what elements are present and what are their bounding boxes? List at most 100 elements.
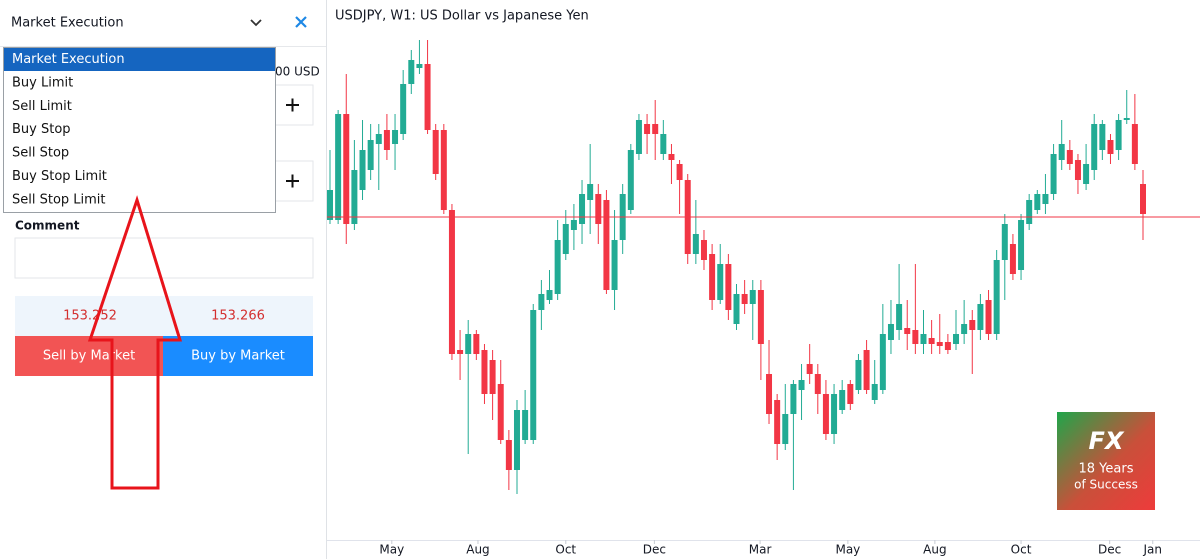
sell-button[interactable] [15, 336, 163, 376]
order-type-option[interactable]: Sell Stop Limit [12, 192, 106, 207]
close-button[interactable] [295, 16, 307, 28]
candle-body [863, 350, 870, 390]
candle-body [1050, 154, 1057, 194]
x-tick-label: Oct [555, 543, 576, 557]
candle-body [700, 240, 707, 260]
option-highlight [4, 48, 275, 71]
buy-button[interactable] [163, 336, 313, 376]
dropdown-chevron[interactable] [250, 19, 262, 27]
candle-body [408, 60, 415, 84]
candle-body [871, 384, 878, 400]
candle-body [546, 290, 553, 300]
candle-body [481, 350, 488, 394]
candle-body [839, 390, 846, 410]
candle-body [424, 64, 431, 130]
candle-body [579, 194, 586, 224]
candle-body [936, 342, 943, 346]
candle-body [912, 330, 919, 344]
x-tick-label: Dec [1098, 543, 1121, 557]
logo-line: of Success [1074, 478, 1138, 492]
candle-body [717, 264, 724, 300]
price-row [15, 296, 313, 336]
candle-body [1140, 184, 1146, 214]
candle-body [1123, 118, 1130, 120]
candle-body [904, 328, 911, 334]
sell-price: 153.252 [63, 309, 117, 324]
candle-body [1018, 220, 1025, 270]
candle-body [887, 324, 894, 340]
order-type-option[interactable]: Buy Stop [12, 122, 71, 137]
candle-body [977, 304, 984, 330]
buy-button-label[interactable]: Buy by Market [191, 349, 285, 364]
order-type-option[interactable]: Market Execution [12, 52, 125, 67]
candle-body [993, 260, 1000, 334]
increase-button[interactable] [286, 98, 299, 112]
candle-body [668, 154, 675, 160]
candle-body [627, 150, 634, 210]
candle-body [774, 400, 781, 444]
buy-price: 153.266 [211, 309, 265, 324]
order-type-option[interactable]: Sell Stop [12, 146, 69, 161]
candle-body [611, 240, 618, 290]
candle-body [473, 334, 480, 354]
candle-body [676, 164, 683, 180]
candle-body [790, 384, 797, 414]
candle-body [757, 290, 764, 344]
order-type-option[interactable]: Buy Limit [12, 75, 73, 90]
candle-body [351, 170, 358, 224]
candle-body [562, 224, 569, 254]
candle-body [513, 410, 520, 470]
candle-body [595, 194, 602, 224]
candle-body [944, 342, 951, 350]
increase-button[interactable] [286, 174, 299, 188]
candle-body [530, 310, 537, 440]
candle-body [327, 190, 333, 220]
candle-body [1115, 120, 1122, 150]
candle-body [741, 294, 748, 304]
candle-body [1066, 150, 1073, 164]
candle-body [928, 338, 935, 344]
chart-title: USDJPY, W1: US Dollar vs Japanese Yen [335, 9, 589, 24]
candle-body [440, 130, 447, 210]
order-type-list: Market Execution Buy Limit Sell Limit Buy S… [3, 47, 276, 213]
sell-button-label[interactable]: Sell by Market [43, 349, 135, 364]
candle-body [554, 240, 561, 294]
candle-body [920, 334, 927, 344]
candle-body [383, 130, 390, 150]
candle-body [343, 114, 350, 224]
x-tick-label: Aug [923, 543, 946, 557]
x-tick-label: Dec [643, 543, 666, 557]
candle-body [725, 264, 732, 310]
candle-body [652, 124, 659, 134]
candle-body [457, 350, 464, 354]
candle-body [822, 394, 829, 434]
candle-body [465, 334, 472, 354]
candle-body [1091, 124, 1098, 170]
candle-body [806, 364, 813, 374]
candle-body [603, 200, 610, 290]
candlestick-chart: USDJPY, W1: US Dollar vs Japanese Yen Ma… [327, 9, 1200, 557]
x-tick-label: May [379, 543, 404, 557]
candle-body [505, 440, 512, 470]
logo-mark: FX [1089, 427, 1125, 455]
candle-body [1026, 200, 1033, 224]
candle-body [766, 374, 773, 414]
candle-body [798, 380, 805, 390]
order-type-option[interactable]: Sell Limit [12, 99, 72, 114]
comment-input[interactable] [14, 237, 314, 279]
candle-body [969, 320, 976, 330]
candle-body [1058, 144, 1065, 160]
order-type-select[interactable]: Market Execution [11, 16, 124, 31]
candle-body [570, 220, 577, 230]
candle-body [879, 334, 886, 390]
candle-body [733, 294, 740, 324]
candle-body [831, 394, 838, 434]
order-type-option[interactable]: Buy Stop Limit [12, 169, 107, 184]
x-tick-label: May [835, 543, 860, 557]
x-tick-label: Oct [1011, 543, 1032, 557]
candle-body [1083, 164, 1090, 184]
candle-body [985, 300, 992, 334]
candle-body [692, 234, 699, 254]
candle-body [400, 84, 407, 134]
